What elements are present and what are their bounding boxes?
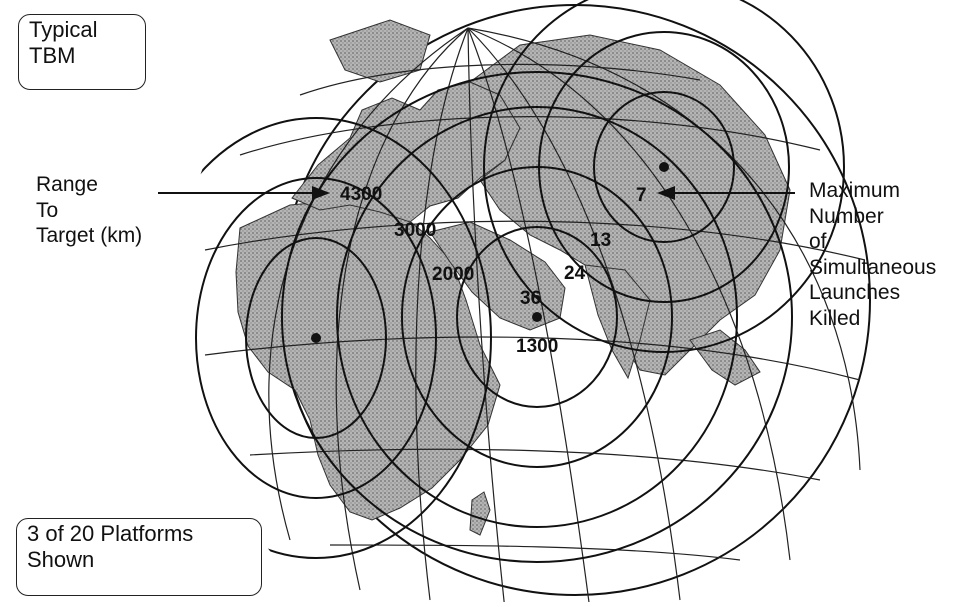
platforms-shown-box: 3 of 20 Platforms Shown xyxy=(16,518,262,596)
range-value-2000: 2000 xyxy=(432,264,474,285)
kills-label-line-6: Killed xyxy=(809,306,861,330)
platform-dot-arabia xyxy=(532,312,542,322)
typical-tbm-box: Typical TBM xyxy=(18,14,146,90)
platforms-line-2: Shown xyxy=(27,547,95,572)
kills-arrow xyxy=(657,186,795,200)
range-to-target-label: Range To Target (km) xyxy=(36,172,142,249)
kill-count-13: 13 xyxy=(590,230,611,251)
kill-count-36: 36 xyxy=(520,288,541,309)
kills-label-line-5: Launches xyxy=(809,281,901,304)
kills-label-line-4: Simultaneous xyxy=(809,255,937,279)
platform-dot-africa xyxy=(311,333,321,343)
platforms-line-1: 3 of 20 Platforms xyxy=(27,521,194,546)
kill-count-7: 7 xyxy=(636,185,647,206)
range-value-3000: 3000 xyxy=(394,220,436,241)
seasia-landmass xyxy=(689,329,761,386)
typical-tbm-line-2: TBM xyxy=(29,43,76,68)
range-arrow xyxy=(158,186,330,200)
max-kills-label: Maximum Number of Simultaneous Launches … xyxy=(809,178,936,331)
kills-label-line-2: Number xyxy=(809,204,884,228)
kill-count-24: 24 xyxy=(564,263,586,284)
range-rings xyxy=(180,0,845,563)
kills-label-line-3: of xyxy=(809,230,827,253)
range-value-1300: 1300 xyxy=(516,336,558,357)
range-label-line-2: To xyxy=(36,198,59,222)
platform-dot-asia xyxy=(659,162,669,172)
madagascar-landmass xyxy=(469,491,491,536)
typical-tbm-line-1: Typical xyxy=(29,17,98,42)
range-value-4300: 4300 xyxy=(340,184,382,205)
kills-label-line-1: Maximum xyxy=(809,179,901,202)
range-label-line-3: Target (km) xyxy=(36,224,143,247)
range-label-line-1: Range xyxy=(36,173,98,196)
